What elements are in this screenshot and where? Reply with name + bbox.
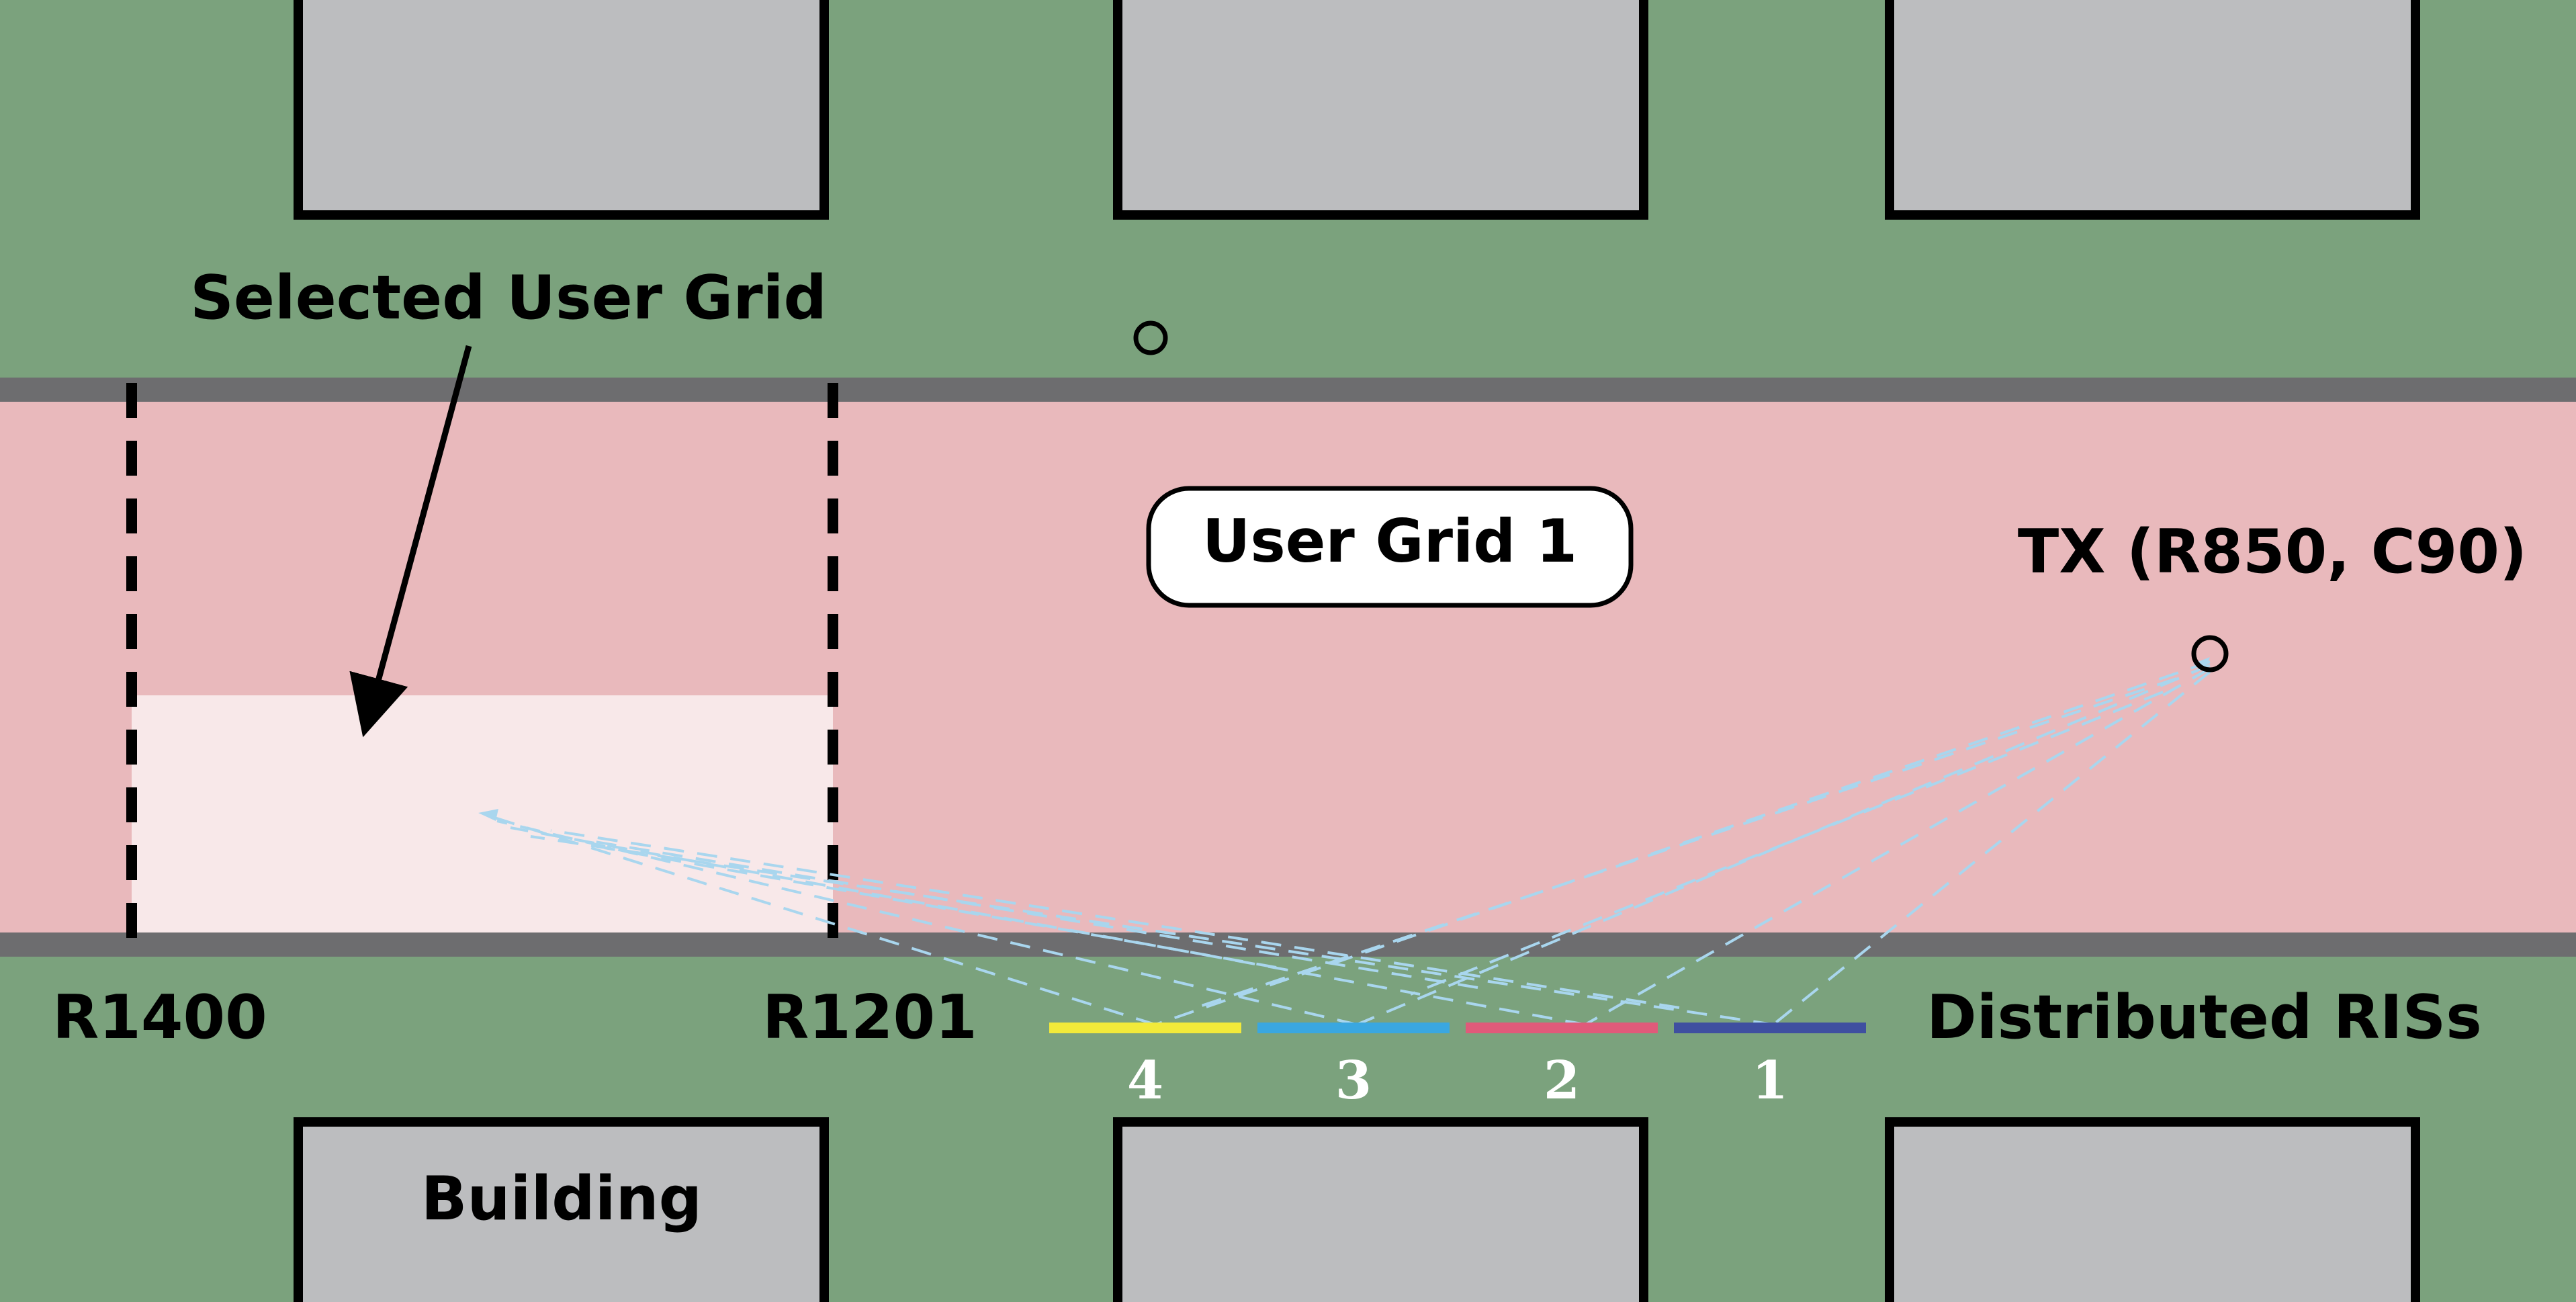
building-bottom-2 xyxy=(1113,1117,1648,1302)
distributed-ris-label: Distributed RISs xyxy=(1926,982,2482,1053)
marker-circle-icon xyxy=(1133,320,1168,355)
ris-array: 4 3 2 1 xyxy=(1049,1023,1866,1111)
ris-index-label-2: 2 xyxy=(1544,1050,1580,1111)
ris-segment-4 xyxy=(1049,1023,1241,1033)
tx-label: TX (R850, C90) xyxy=(2018,517,2527,587)
user-grid-label-box xyxy=(1146,486,1634,608)
ray-arrowhead-user xyxy=(478,809,498,821)
building-top-2 xyxy=(1113,0,1648,220)
r1400-label: R1400 xyxy=(52,982,267,1053)
building-bottom-1 xyxy=(294,1117,829,1302)
selected-grid-pointer-arrow xyxy=(349,345,472,738)
ray-paths xyxy=(483,660,2211,1026)
ris-index-label-3: 3 xyxy=(1335,1050,1372,1111)
ris-segment-3 xyxy=(1257,1023,1450,1033)
ris-segment-1 xyxy=(1674,1023,1866,1033)
user-grid-label: User Grid 1 xyxy=(1202,507,1577,576)
road-edge-bottom xyxy=(0,932,2576,957)
r1201-label: R1201 xyxy=(762,982,977,1053)
building-label: Building xyxy=(421,1164,702,1234)
tx-circle-icon xyxy=(2191,635,2229,672)
ris-index-label-1: 1 xyxy=(1752,1050,1788,1111)
selected-user-grid-label: Selected User Grid xyxy=(190,263,827,333)
ris-segment-2 xyxy=(1466,1023,1658,1033)
building-top-1 xyxy=(294,0,829,220)
ris-index-label-4: 4 xyxy=(1127,1050,1163,1111)
road-edge-top xyxy=(0,378,2576,402)
building-top-3 xyxy=(1885,0,2420,220)
building-bottom-3 xyxy=(1885,1117,2420,1302)
